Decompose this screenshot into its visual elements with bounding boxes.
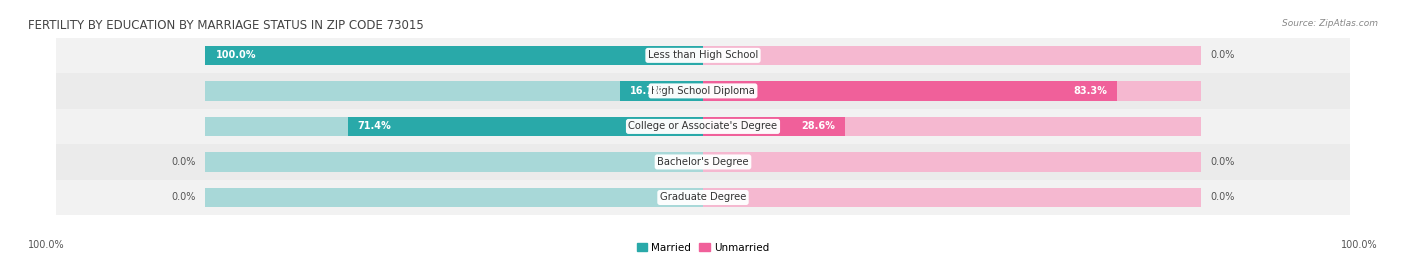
Text: 0.0%: 0.0% — [1211, 193, 1234, 203]
Bar — [56, 180, 1350, 215]
Text: Less than High School: Less than High School — [648, 50, 758, 60]
Bar — [56, 144, 1350, 180]
Text: 100.0%: 100.0% — [28, 240, 65, 250]
Text: Source: ZipAtlas.com: Source: ZipAtlas.com — [1282, 19, 1378, 28]
Text: 100.0%: 100.0% — [215, 50, 256, 60]
Bar — [347, 117, 703, 136]
Text: Bachelor's Degree: Bachelor's Degree — [657, 157, 749, 167]
Text: High School Diploma: High School Diploma — [651, 86, 755, 96]
Bar — [703, 152, 1201, 172]
Bar — [703, 117, 845, 136]
Bar — [620, 81, 703, 101]
Text: 0.0%: 0.0% — [1211, 157, 1234, 167]
Text: Graduate Degree: Graduate Degree — [659, 193, 747, 203]
Legend: Married, Unmarried: Married, Unmarried — [633, 238, 773, 257]
Bar — [205, 188, 703, 207]
Text: 0.0%: 0.0% — [172, 193, 195, 203]
Bar — [703, 117, 1201, 136]
Bar — [205, 152, 703, 172]
Text: 71.4%: 71.4% — [357, 121, 391, 132]
Bar — [56, 109, 1350, 144]
Text: FERTILITY BY EDUCATION BY MARRIAGE STATUS IN ZIP CODE 73015: FERTILITY BY EDUCATION BY MARRIAGE STATU… — [28, 19, 423, 32]
Bar — [205, 46, 703, 65]
Text: 100.0%: 100.0% — [1341, 240, 1378, 250]
Text: College or Associate's Degree: College or Associate's Degree — [628, 121, 778, 132]
Text: 16.7%: 16.7% — [630, 86, 664, 96]
Bar — [56, 38, 1350, 73]
Bar — [205, 117, 703, 136]
Bar — [703, 188, 1201, 207]
Text: 0.0%: 0.0% — [1211, 50, 1234, 60]
Bar — [703, 81, 1118, 101]
Bar — [205, 46, 703, 65]
Text: 28.6%: 28.6% — [801, 121, 835, 132]
Bar — [703, 81, 1201, 101]
Text: 0.0%: 0.0% — [172, 157, 195, 167]
Bar — [56, 73, 1350, 109]
Bar — [205, 81, 703, 101]
Text: 83.3%: 83.3% — [1074, 86, 1108, 96]
Bar — [703, 46, 1201, 65]
